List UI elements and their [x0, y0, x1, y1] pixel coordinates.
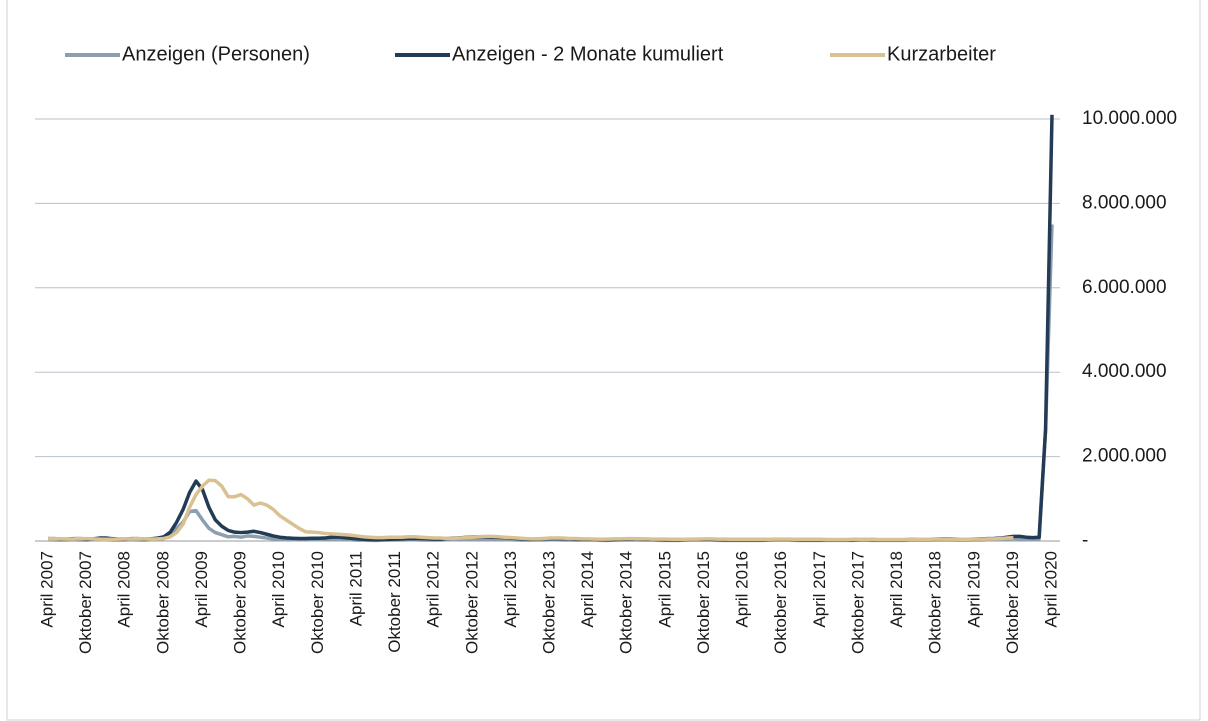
x-tick-label: April 2011 — [346, 551, 365, 626]
x-tick-label: Oktober 2014 — [617, 551, 636, 654]
x-tick-label: Oktober 2018 — [926, 551, 945, 654]
x-tick-label: Oktober 2011 — [385, 551, 404, 653]
x-tick-label: April 2018 — [887, 551, 906, 628]
x-tick-label: April 2013 — [501, 551, 520, 628]
x-tick-label: April 2017 — [810, 551, 829, 628]
x-tick-label: April 2016 — [733, 551, 752, 628]
x-tick-label: April 2014 — [578, 551, 597, 628]
y-tick-label: 8.000.000 — [1082, 192, 1167, 213]
x-tick-label: Oktober 2017 — [848, 551, 867, 654]
series-line — [47, 478, 1014, 542]
legend-label: Kurzarbeiter — [887, 43, 996, 65]
y-tick-label: 6.000.000 — [1082, 277, 1167, 298]
y-tick-label: 10.000.000 — [1082, 108, 1177, 129]
x-tick-label: Oktober 2016 — [771, 551, 790, 654]
y-tick-label: 4.000.000 — [1082, 361, 1167, 382]
x-tick-label: Oktober 2015 — [694, 551, 713, 654]
legend-label: Anzeigen - 2 Monate kumuliert — [452, 43, 724, 65]
y-tick-label: - — [1082, 530, 1088, 551]
x-tick-label: April 2009 — [192, 551, 211, 628]
x-tick-label: Oktober 2019 — [1003, 551, 1022, 654]
x-tick-label: April 2015 — [655, 551, 674, 628]
x-tick-label: Oktober 2009 — [231, 551, 250, 654]
x-tick-label: April 2007 — [37, 551, 56, 628]
x-tick-label: April 2019 — [964, 551, 983, 628]
legend-label: Anzeigen (Personen) — [122, 43, 310, 65]
x-tick-label: April 2008 — [115, 551, 134, 628]
series-line — [48, 114, 1054, 542]
x-tick-label: Oktober 2010 — [308, 551, 327, 654]
x-tick-label: Oktober 2013 — [539, 551, 558, 654]
x-tick-label: Oktober 2008 — [153, 551, 172, 654]
x-tick-label: Oktober 2007 — [76, 551, 95, 654]
x-tick-label: Oktober 2012 — [462, 551, 481, 654]
x-tick-label: April 2020 — [1041, 551, 1060, 628]
x-tick-label: April 2010 — [269, 551, 288, 628]
y-tick-label: 2.000.000 — [1082, 446, 1167, 467]
x-tick-label: April 2012 — [424, 551, 443, 628]
chart-frame — [6, 0, 1201, 721]
